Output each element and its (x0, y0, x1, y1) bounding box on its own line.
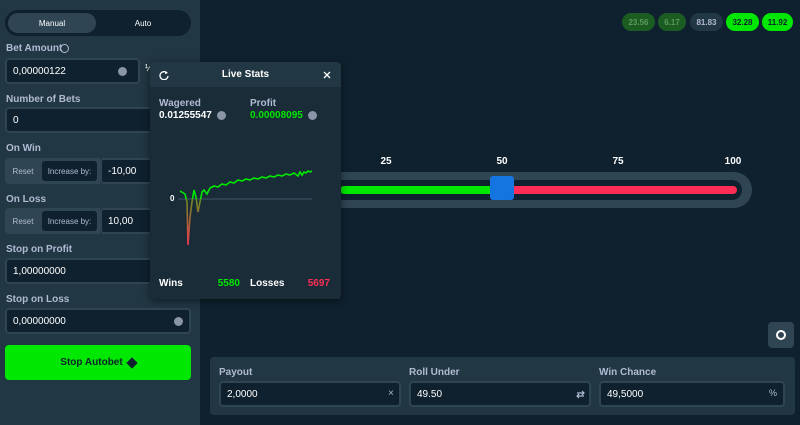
slider-tick: 100 (724, 156, 742, 167)
profit-chart (178, 170, 313, 246)
bottom-panel: Payout 2,0000 × Roll Under 49.50 Win Cha… (210, 357, 795, 415)
history-pill: 32.28 (726, 13, 759, 31)
input[interactable]: 0,00000000 (5, 308, 191, 334)
suffix: % (769, 388, 778, 398)
close-icon[interactable] (323, 71, 331, 79)
settings-icon (776, 330, 786, 340)
button-text: Stop Autobet (60, 357, 123, 368)
tab[interactable]: Manual (8, 13, 96, 33)
slider-win (340, 186, 502, 194)
slider-handle[interactable] (490, 176, 514, 200)
label: On Win (6, 143, 41, 154)
chart-zero-label: 0 (170, 194, 175, 203)
label: Stop on Profit (6, 244, 73, 255)
slider-track (322, 172, 752, 208)
label: On Loss (6, 194, 47, 205)
popup-title: Live Stats (221, 69, 270, 80)
stat-value: 0.00008095 (250, 110, 303, 121)
reset-button[interactable]: Reset (12, 166, 34, 176)
toggle-group: Reset Increase by: (5, 158, 100, 184)
label: Win Chance (599, 367, 657, 378)
input[interactable]: 0 (5, 107, 155, 133)
refresh-icon[interactable] (159, 70, 169, 80)
tab[interactable]: Auto (134, 18, 152, 28)
label: Number of Bets (6, 94, 81, 105)
input[interactable]: 1,00000000 (5, 258, 160, 284)
slider-tick: 50 (496, 156, 508, 167)
history-pill: 23.56 (622, 13, 655, 31)
settings-button[interactable] (768, 322, 794, 348)
live-stats-popup: Live Stats Wagered 0.01255547 Profit 0.0… (150, 62, 341, 299)
stat-value: 5580 (217, 278, 240, 289)
label: Bet Amount (6, 43, 63, 54)
suffix: × (388, 388, 394, 399)
slider-tick: 25 (380, 156, 392, 167)
slider-tick: 75 (612, 156, 624, 167)
coin-icon (118, 67, 127, 76)
label: Roll Under (409, 367, 460, 378)
coin-icon (174, 317, 183, 326)
increase-button[interactable]: Increase by: (42, 211, 97, 231)
label: Payout (219, 367, 253, 378)
stop-autobet-button[interactable]: Stop Autobet (5, 345, 191, 380)
slider-loss (502, 186, 737, 194)
history-pill: 6.17 (658, 13, 686, 31)
stat-label: Losses (250, 278, 285, 289)
stat-label: Wins (159, 278, 183, 289)
label: Stop on Loss (6, 294, 70, 305)
half-button[interactable]: ½ (145, 63, 153, 74)
input[interactable]: 2,0000 (219, 381, 401, 407)
stat-label: Profit (250, 98, 277, 109)
coin-icon (217, 111, 226, 120)
stat-value: 0.01255547 (159, 110, 212, 121)
history-pill: 11.92 (762, 13, 793, 31)
info-icon (60, 44, 69, 53)
stat-value: 5697 (307, 278, 330, 289)
swap-icon[interactable] (576, 390, 585, 399)
input[interactable]: 0,00000122 (5, 58, 140, 84)
input[interactable]: 49,5000 (599, 381, 785, 407)
input[interactable]: 10,00 (100, 208, 155, 234)
history-pill: 81.83 (690, 13, 723, 31)
coin-icon (308, 111, 317, 120)
reset-button[interactable]: Reset (12, 216, 34, 226)
stat-label: Wagered (159, 98, 201, 109)
input[interactable]: 49.50 (409, 381, 591, 407)
dice-icon (126, 356, 138, 369)
tab-bar: Manual Auto (5, 10, 191, 36)
increase-button[interactable]: Increase by: (42, 161, 97, 181)
input[interactable]: -10,00 (100, 158, 155, 184)
toggle-group: Reset Increase by: (5, 208, 100, 234)
